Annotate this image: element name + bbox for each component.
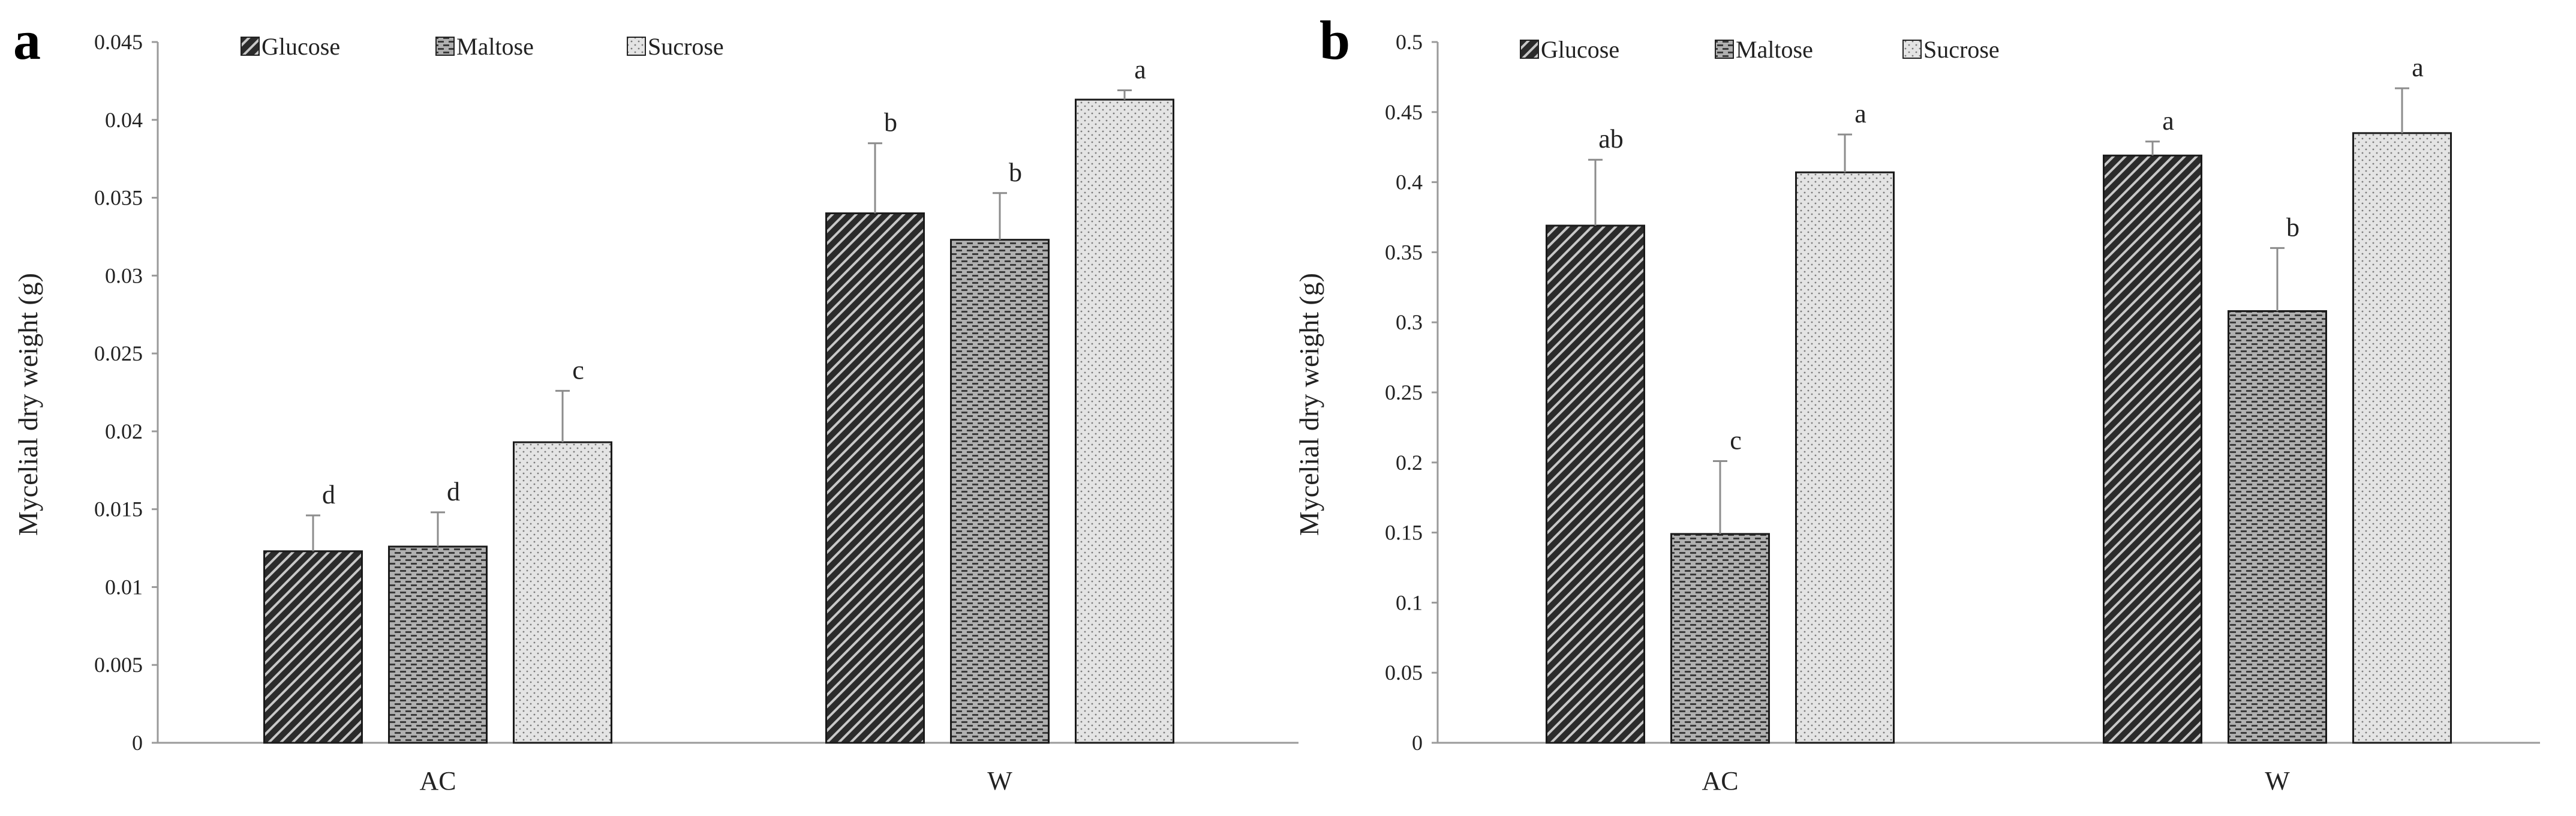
y-tick-label: 0.045	[94, 30, 143, 54]
legend-swatch-sucrose	[627, 37, 646, 56]
y-tick-label: 0.4	[1396, 170, 1423, 194]
x-category-label: W	[2265, 766, 2290, 796]
bar-maltose-ac	[388, 545, 488, 744]
legend-label-glucose: Glucose	[261, 33, 340, 60]
significance-label: b	[2286, 212, 2300, 242]
legend-swatch-glucose	[1520, 40, 1539, 59]
bar-maltose-w	[2228, 310, 2327, 744]
bar-group: d b d b c a	[263, 55, 1174, 744]
y-tick-label: 0.035	[94, 186, 143, 210]
y-axis-ticks: 0 0.005 0.01 0.015 0.02 0.025 0.03 0.035 0.04 0.0…	[94, 30, 158, 755]
legend: Glucose Maltose Sucrose	[241, 33, 724, 60]
x-category-label: W	[987, 766, 1012, 796]
legend-label-sucrose: Sucrose	[648, 33, 724, 60]
panel-label: a	[13, 10, 41, 71]
bar-glucose-w	[825, 212, 925, 744]
legend-label-glucose: Glucose	[1541, 36, 1619, 63]
y-tick-label: 0.02	[105, 419, 143, 443]
chart-panel-a: a Mycelial dry weight (g) 0 0.005 0.01 0.01…	[13, 10, 1298, 796]
significance-label: a	[2412, 53, 2424, 82]
significance-label: d	[447, 477, 460, 506]
y-tick-label: 0.005	[94, 653, 143, 677]
x-axis-categories: AC W	[419, 766, 1012, 796]
y-tick-label: 0.3	[1396, 310, 1423, 334]
x-category-label: AC	[1702, 766, 1738, 796]
bar-group: ab a c b a a	[1546, 53, 2452, 744]
significance-label: d	[322, 480, 335, 509]
y-tick-label: 0.04	[105, 108, 143, 132]
significance-label: c	[1730, 425, 1742, 455]
y-tick-label: 0.025	[94, 341, 143, 365]
significance-label: a	[2162, 106, 2174, 136]
bar-sucrose-w	[1075, 98, 1174, 744]
panel-label: b	[1319, 10, 1350, 71]
y-tick-label: 0.015	[94, 497, 143, 521]
y-axis-title: Mycelial dry weight (g)	[13, 273, 43, 536]
y-tick-label: 0.15	[1385, 521, 1423, 545]
y-tick-label: 0.03	[105, 263, 143, 287]
bar-glucose-ac	[1546, 224, 1645, 744]
x-axis-categories: AC W	[1702, 766, 2290, 796]
significance-label: a	[1134, 55, 1146, 84]
y-tick-label: 0.01	[105, 575, 143, 599]
significance-label: b	[1009, 158, 1022, 187]
y-tick-label: 0	[132, 731, 143, 755]
x-category-label: AC	[419, 766, 456, 796]
y-tick-label: 0.1	[1396, 590, 1423, 614]
legend-label-maltose: Maltose	[456, 33, 534, 60]
y-tick-label: 0.45	[1385, 100, 1423, 124]
bar-maltose-w	[950, 239, 1050, 744]
chart-panel-b: b Mycelial dry weight (g) 0 0.05 0.1 0.15 0.…	[1294, 10, 2540, 796]
bar-sucrose-ac	[513, 441, 612, 744]
bar-sucrose-w	[2352, 132, 2452, 744]
legend-swatch-maltose	[1715, 40, 1734, 59]
legend-swatch-maltose	[435, 37, 455, 56]
y-axis-ticks: 0 0.05 0.1 0.15 0.2 0.25 0.3 0.35 0.4 0.45 0.5	[1385, 30, 1438, 755]
legend: Glucose Maltose Sucrose	[1520, 36, 2000, 63]
y-tick-label: 0	[1412, 731, 1423, 755]
y-tick-label: 0.2	[1396, 451, 1423, 475]
y-tick-label: 0.35	[1385, 240, 1423, 264]
legend-label-maltose: Maltose	[1736, 36, 1813, 63]
y-tick-label: 0.5	[1396, 30, 1423, 54]
legend-swatch-sucrose	[1902, 40, 1922, 59]
significance-label: c	[572, 355, 584, 385]
significance-label: a	[1854, 99, 1866, 128]
bar-maltose-ac	[1670, 533, 1770, 744]
bar-glucose-w	[2103, 154, 2202, 744]
bar-sucrose-ac	[1795, 171, 1895, 744]
legend-label-sucrose: Sucrose	[1923, 36, 2000, 63]
y-axis-title: Mycelial dry weight (g)	[1294, 273, 1324, 536]
y-tick-label: 0.25	[1385, 380, 1423, 404]
bar-glucose-ac	[263, 550, 363, 744]
significance-label: ab	[1598, 124, 1624, 154]
y-tick-label: 0.05	[1385, 661, 1423, 685]
legend-swatch-glucose	[241, 37, 260, 56]
significance-label: b	[884, 108, 897, 137]
